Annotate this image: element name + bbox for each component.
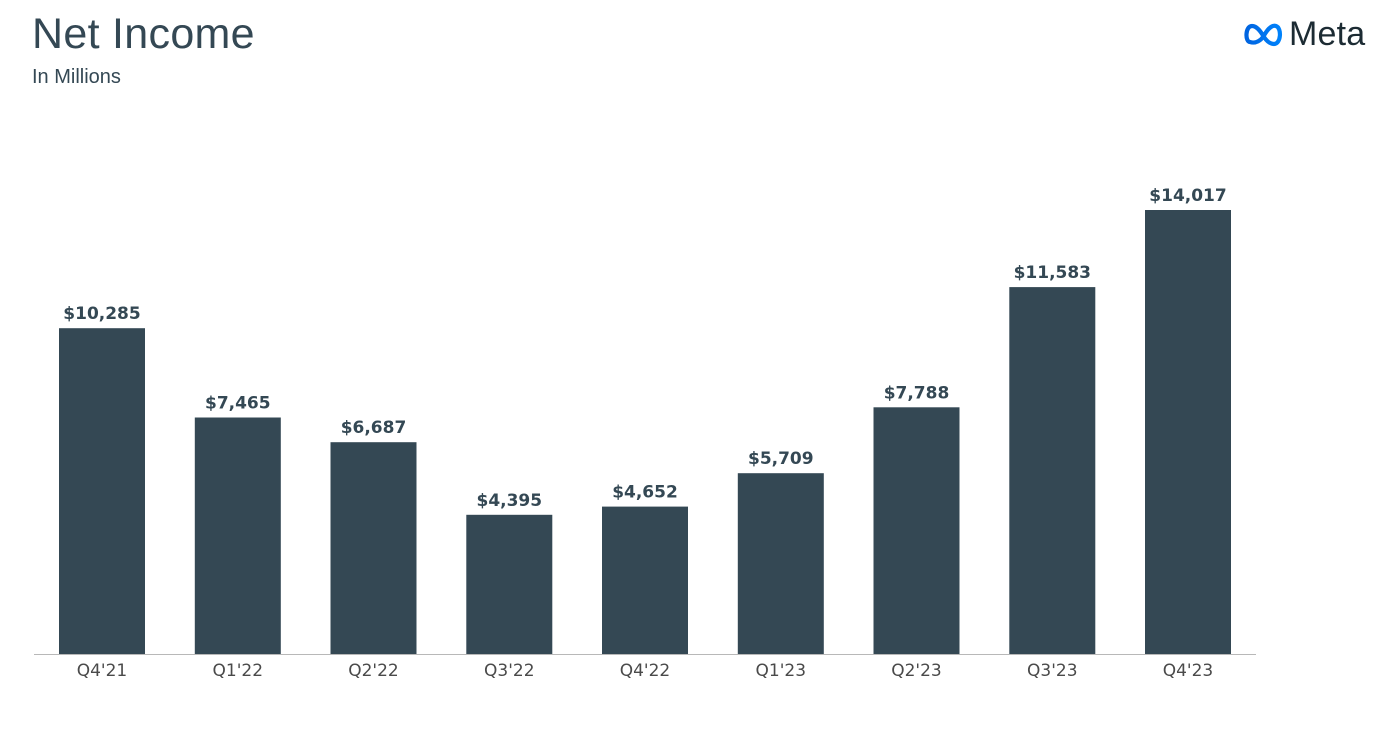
- bar-Q3'22: [466, 514, 553, 654]
- bar-value-label: $4,395: [476, 491, 542, 511]
- x-tick-label: Q3'22: [484, 661, 535, 681]
- x-tick-label: Q3'23: [1027, 661, 1078, 681]
- bar-Q2'23: [873, 407, 960, 654]
- value-labels-layer: $10,285 $7,465 $6,687 $4,395 $4,652 $5,709 $7,…: [63, 186, 1226, 511]
- bars-layer: [59, 210, 1231, 654]
- bar-Q1'23: [737, 473, 824, 654]
- x-tick-label: Q4'23: [1163, 661, 1214, 681]
- meta-wordmark: Meta: [1289, 15, 1366, 53]
- x-tick-label: Q1'23: [756, 661, 807, 681]
- bar-value-label: $4,652: [612, 483, 678, 503]
- bar-value-label: $7,465: [205, 394, 271, 414]
- bar-Q1'22: [194, 417, 281, 654]
- bar-value-label: $7,788: [884, 383, 950, 403]
- chart-title: Net Income: [32, 10, 255, 58]
- x-tick-label: Q2'22: [348, 661, 399, 681]
- bar-Q4'22: [602, 506, 688, 654]
- x-tick-label: Q1'22: [213, 661, 264, 681]
- bar-value-label: $10,285: [63, 304, 140, 324]
- bar-Q4'23: [1145, 210, 1231, 654]
- bar-value-label: $11,583: [1014, 263, 1091, 283]
- bar-value-label: $14,017: [1149, 186, 1226, 206]
- bar-Q2'22: [330, 442, 417, 654]
- tick-labels-layer: Q4'21 Q1'22 Q2'22 Q3'22 Q4'22 Q1'23 Q2'23 Q3'23…: [77, 661, 1214, 681]
- bar-Q4'21: [59, 328, 145, 654]
- x-tick-label: Q4'22: [620, 661, 671, 681]
- meta-infinity-icon: [1244, 23, 1282, 47]
- bar-Q3'23: [1009, 287, 1096, 654]
- x-tick-label: Q2'23: [891, 661, 942, 681]
- bar-value-label: $5,709: [748, 449, 814, 469]
- x-tick-label: Q4'21: [77, 661, 128, 681]
- meta-logo: Meta: [1243, 16, 1365, 52]
- bar-value-label: $6,687: [341, 418, 407, 438]
- chart-subtitle: In Millions: [32, 66, 121, 88]
